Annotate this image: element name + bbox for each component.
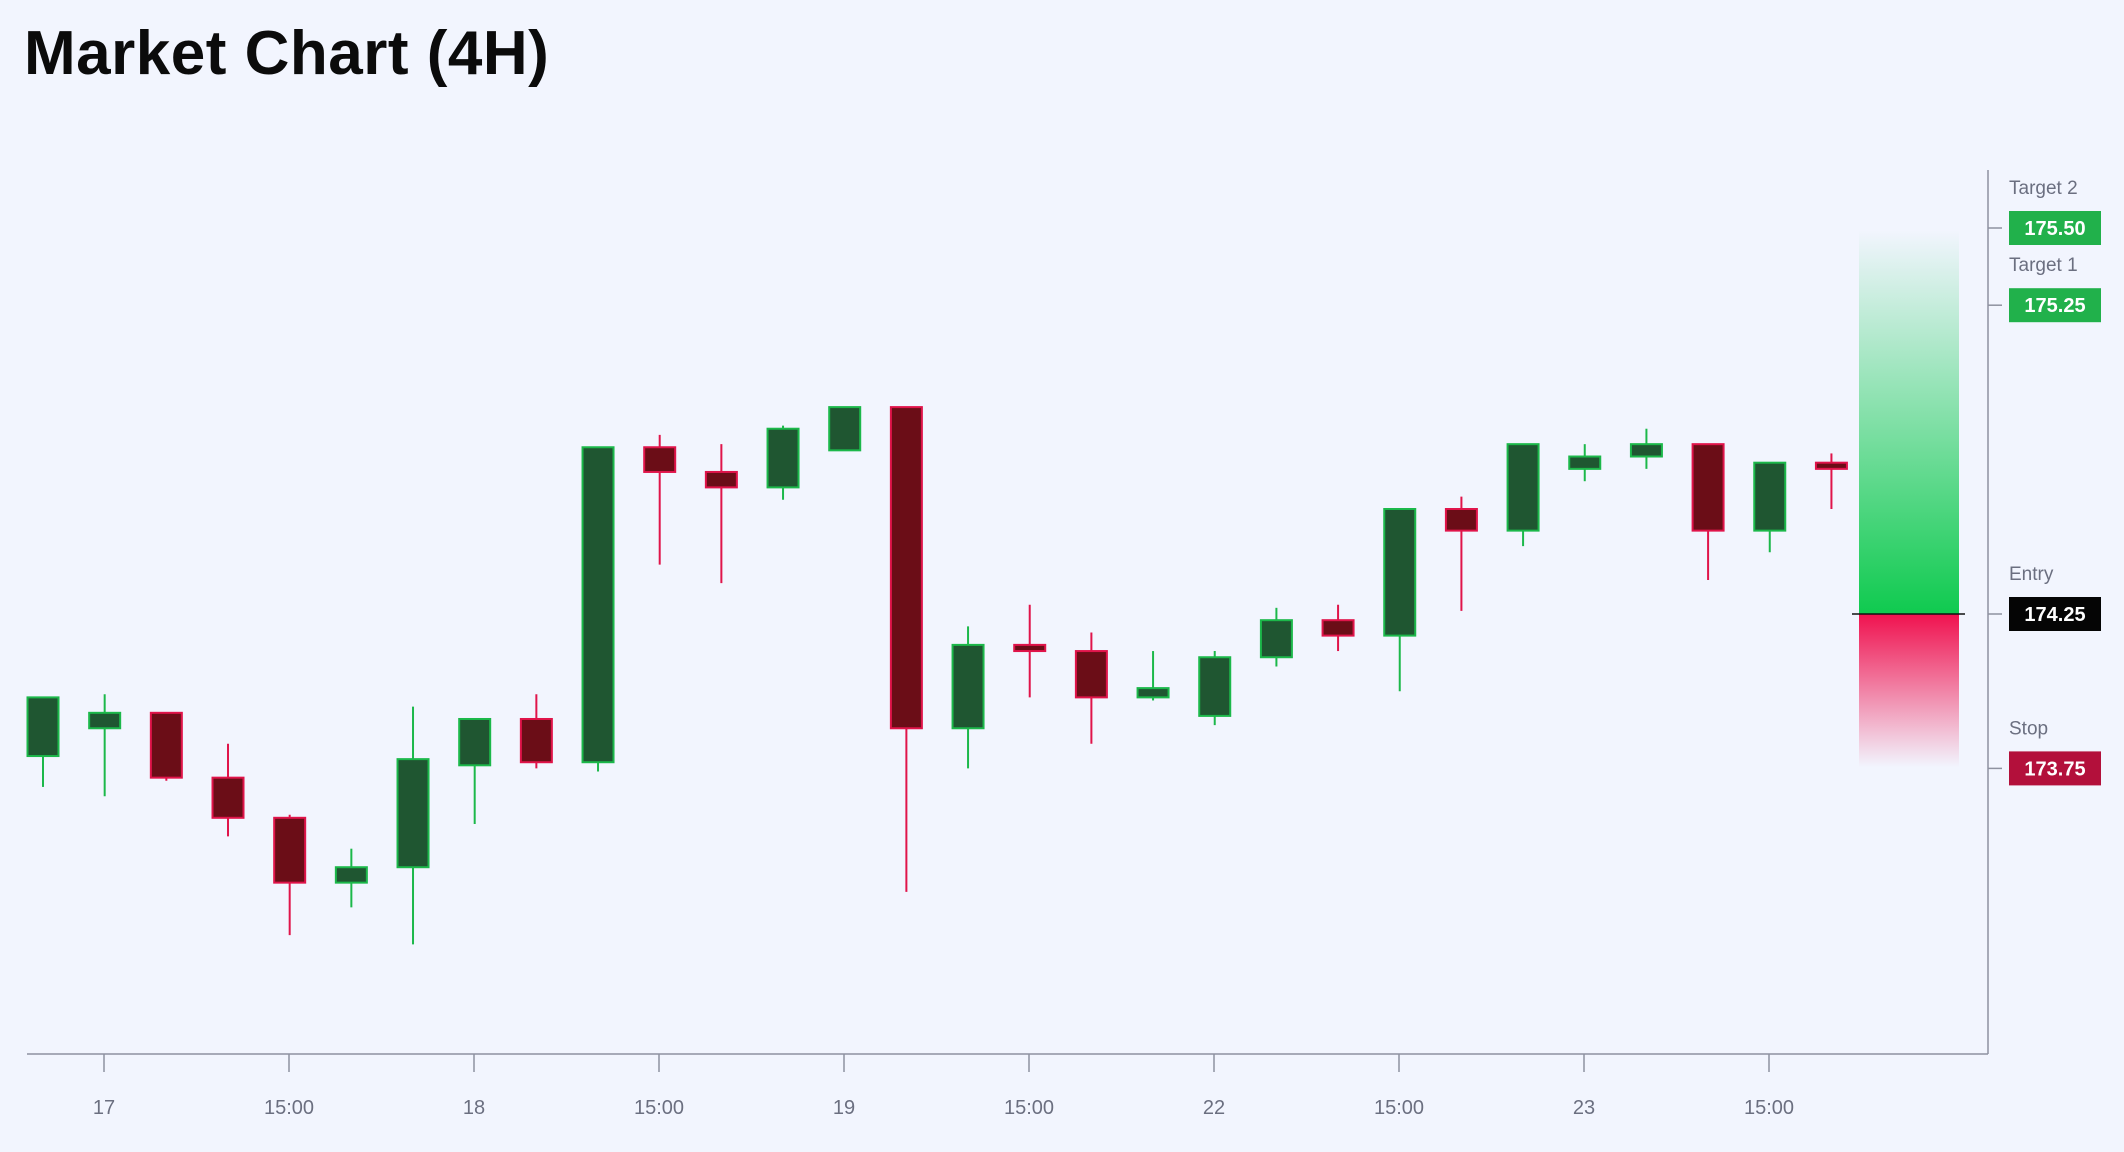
level-target-2: Target 2 175.50 <box>1988 178 2101 245</box>
candle-body <box>1136 687 1170 699</box>
candle-body <box>273 816 307 884</box>
bearish-candle[interactable] <box>1013 604 1047 698</box>
level-title: Target 2 <box>2009 178 2078 199</box>
level-badge <box>2009 597 2101 631</box>
bearish-candle[interactable] <box>1321 604 1355 652</box>
bullish-candle[interactable] <box>1383 508 1417 692</box>
x-tick-label: 15:00 <box>1374 1097 1424 1119</box>
bearish-candle[interactable] <box>273 814 307 936</box>
candle-body <box>643 446 677 473</box>
bullish-candle[interactable] <box>1506 443 1540 547</box>
candle-body <box>26 696 60 758</box>
chart-title: Market Chart (4H) <box>24 19 550 88</box>
bullish-candle[interactable] <box>1568 444 1602 482</box>
bearish-candle[interactable] <box>1444 496 1478 611</box>
candle-body <box>1506 443 1540 532</box>
level-value: 175.50 <box>2024 218 2085 240</box>
bullish-candle[interactable] <box>1753 461 1787 553</box>
bullish-candle[interactable] <box>26 696 60 787</box>
candle-body <box>458 717 492 767</box>
bullish-candle[interactable] <box>458 717 492 824</box>
bullish-candle[interactable] <box>1136 651 1170 701</box>
candle-body <box>581 446 615 764</box>
level-target-1: Target 1 175.25 <box>1988 255 2101 323</box>
bullish-candle[interactable] <box>1629 428 1663 469</box>
candle-body <box>1814 461 1848 470</box>
level-title: Stop <box>2009 718 2048 739</box>
candle-body <box>889 406 923 730</box>
bullish-candle[interactable] <box>828 406 862 452</box>
level-value: 174.25 <box>2024 604 2085 626</box>
candle-body <box>951 643 985 730</box>
candle-body <box>519 717 553 764</box>
candle-body <box>211 776 245 819</box>
x-tick-label: 19 <box>833 1097 855 1119</box>
candle-body <box>334 866 368 884</box>
candle-body <box>766 427 800 489</box>
candle-body <box>149 711 183 779</box>
candle-body <box>1629 443 1663 458</box>
level-badge <box>2009 288 2101 323</box>
x-tick-label: 22 <box>1203 1097 1225 1119</box>
bullish-candle[interactable] <box>581 446 615 772</box>
x-tick-label: 15:00 <box>634 1097 684 1119</box>
x-tick-label: 15:00 <box>1744 1097 1794 1119</box>
candle-body <box>1444 508 1478 532</box>
level-stop: Stop 173.75 <box>1988 718 2101 786</box>
candle-body <box>1383 508 1417 637</box>
candle-body <box>1691 443 1725 532</box>
x-tick-label: 15:00 <box>1004 1097 1054 1119</box>
candle-body <box>1568 455 1602 470</box>
x-tick-label: 15:00 <box>264 1097 314 1119</box>
bullish-candle[interactable] <box>951 626 985 769</box>
level-value: 175.25 <box>2024 295 2085 317</box>
candle-body <box>1074 650 1108 699</box>
candle-body <box>1321 619 1355 637</box>
candle-body <box>1259 619 1293 659</box>
bullish-candle[interactable] <box>1198 651 1232 726</box>
bearish-candle[interactable] <box>643 434 677 565</box>
bearish-candle[interactable] <box>519 694 553 769</box>
candle-body <box>704 470 738 489</box>
level-value: 173.75 <box>2024 758 2085 780</box>
level-title: Target 1 <box>2009 255 2078 276</box>
risk-zone <box>1859 614 1959 768</box>
x-tick-label: 18 <box>463 1097 485 1119</box>
level-badge <box>2009 751 2101 786</box>
bearish-candle[interactable] <box>211 743 245 837</box>
candle-body <box>1013 643 1047 653</box>
bullish-candle[interactable] <box>88 694 122 797</box>
bearish-candle[interactable] <box>704 444 738 584</box>
bearish-candle[interactable] <box>149 711 183 781</box>
level-entry: Entry 174.25 <box>1852 564 2101 631</box>
level-badge <box>2009 211 2101 245</box>
x-tick-label: 23 <box>1573 1097 1595 1119</box>
candle-body <box>1753 461 1787 532</box>
bearish-candle[interactable] <box>889 406 923 892</box>
level-title: Entry <box>2009 564 2054 585</box>
candle-body <box>396 758 430 869</box>
bearish-candle[interactable] <box>1814 453 1848 510</box>
bearish-candle[interactable] <box>1074 632 1108 744</box>
candle-body <box>1198 656 1232 717</box>
reward-zone <box>1859 230 1959 614</box>
candle-body <box>828 406 862 452</box>
bullish-candle[interactable] <box>1259 607 1293 667</box>
bearish-candle[interactable] <box>1691 443 1725 581</box>
candle-body <box>88 711 122 730</box>
bullish-candle[interactable] <box>396 706 430 945</box>
bullish-candle[interactable] <box>334 848 368 908</box>
bullish-candle[interactable] <box>766 425 800 500</box>
x-tick-label: 17 <box>93 1097 115 1119</box>
